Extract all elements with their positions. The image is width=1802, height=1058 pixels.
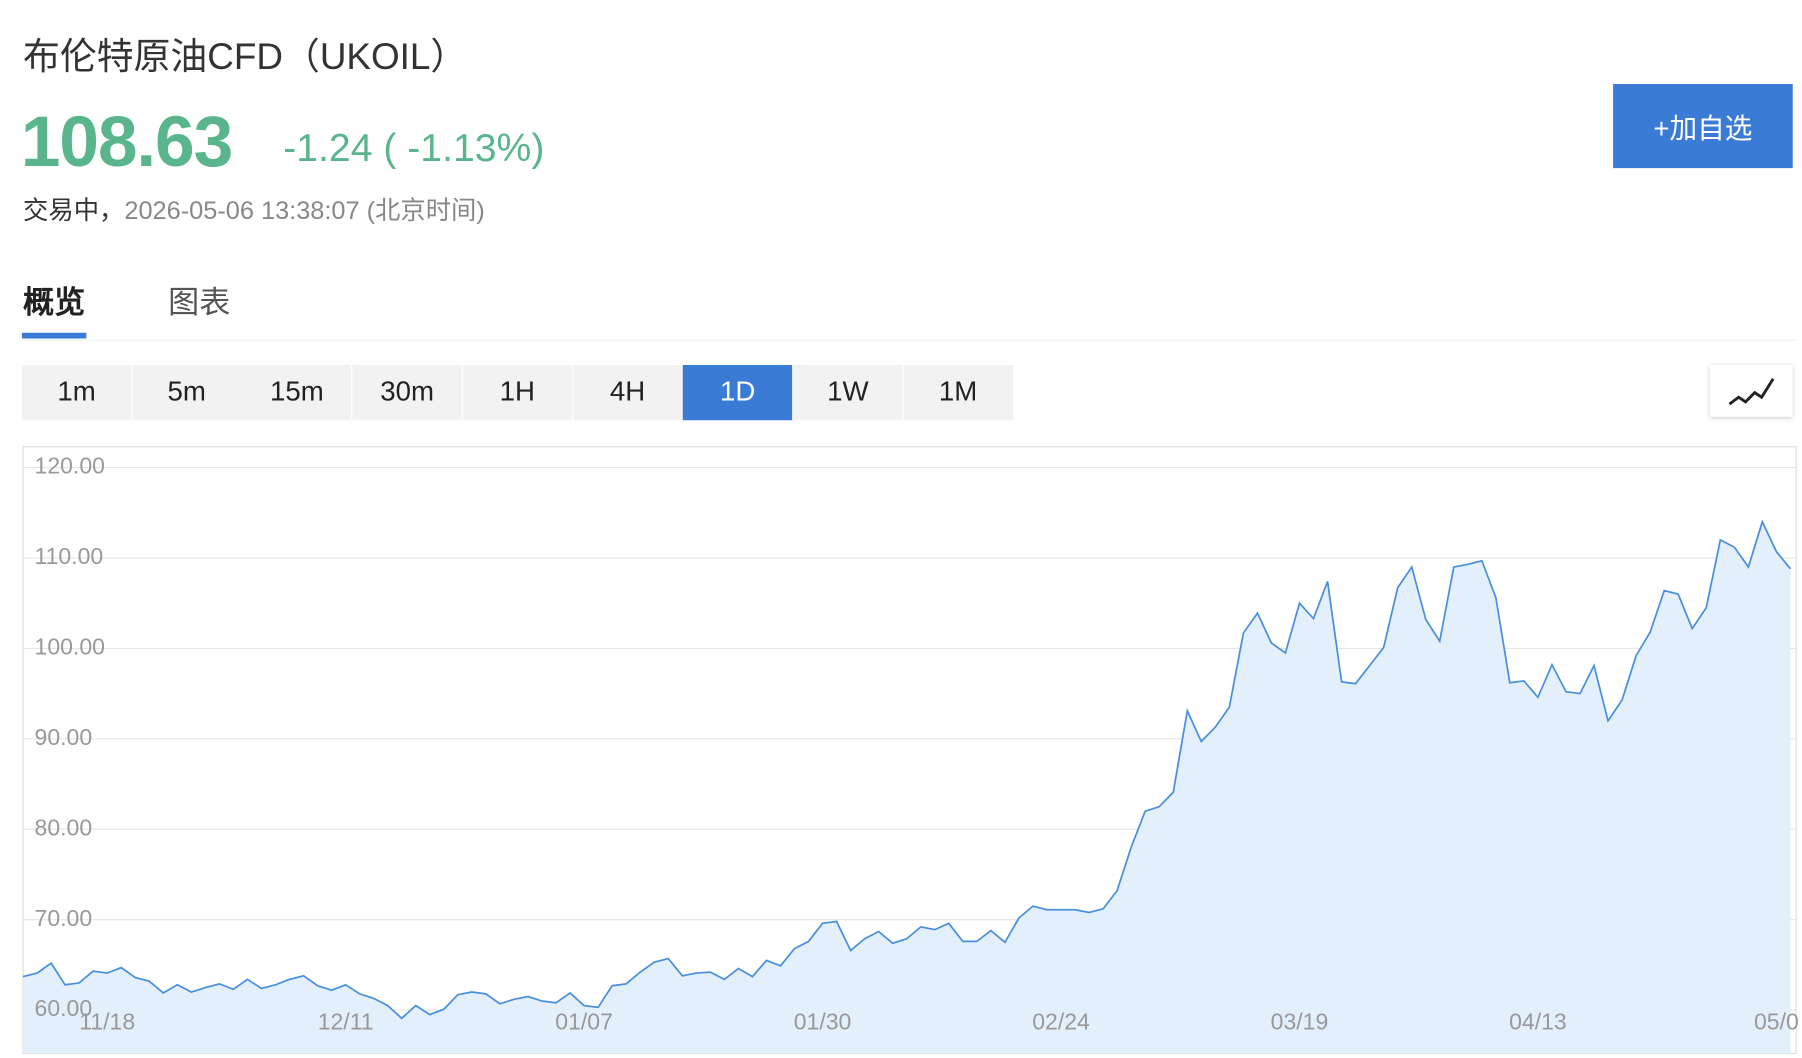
separator [23,339,1797,341]
x-tick-label: 12/11 [318,1009,374,1035]
price: 108.63 [20,102,234,182]
status: 交易中，2026-05-06 13:38:07 (北京时间) [23,190,485,227]
area [23,521,1791,1054]
chart-style-icon [1728,378,1775,406]
y-tick-label: 90.00 [35,724,93,750]
x-tick-label: 01/30 [794,1009,852,1035]
time: 2026-05-06 13:38:07 (北京时间) [124,195,485,225]
interval-button[interactable]: 1H [462,364,573,421]
interval-button[interactable]: 4H [572,364,683,421]
y-tick-label: 80.00 [35,814,93,840]
line [22,519,1792,1020]
add-watchlist-button[interactable]: +加自选 [1613,84,1793,169]
y-tick-label: 60.00 [35,995,93,1021]
chart-style-button[interactable] [1709,364,1793,417]
change-percent: ( -1.13%) [383,126,545,171]
change-value: -1.24 [283,126,373,171]
y-tick-label: 110.00 [35,543,104,569]
interval-button[interactable]: 1D [682,364,793,421]
y-tick-label: 120.00 [35,453,105,479]
status-text: 交易中， [23,195,125,225]
y-tick-label: 70.00 [35,905,93,931]
y-tick-label: 100.00 [35,633,105,659]
x-tick-label: 01/07 [555,1009,613,1035]
interval-button[interactable]: 1M [903,364,1013,421]
x-tick-label: 05/0 [1754,1009,1799,1035]
interval-button[interactable]: 30m [352,364,462,421]
x-tick-label: 04/13 [1509,1009,1567,1035]
title: 布伦特原油CFD（UKOIL） [23,35,468,78]
x-tick-label: 02/24 [1032,1009,1090,1035]
interval-button[interactable]: 1W [793,364,903,421]
interval-button[interactable]: 5m [132,364,242,421]
x-tick-label: 11/18 [79,1009,135,1035]
change: -1.24 ( -1.13%) [283,127,544,172]
interval-button[interactable]: 15m [242,364,352,421]
interval-button[interactable]: 1m [21,364,132,421]
tab-underline [21,332,87,339]
tab[interactable]: 图表 [168,285,231,321]
x-tick-label: 03/19 [1271,1009,1329,1035]
tab[interactable]: 概览 [23,285,86,321]
